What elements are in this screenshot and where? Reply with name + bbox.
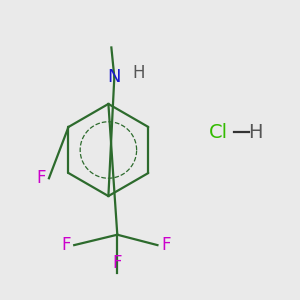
Text: F: F bbox=[36, 169, 45, 187]
Text: F: F bbox=[161, 236, 170, 254]
Text: H: H bbox=[248, 123, 263, 142]
Text: H: H bbox=[132, 64, 145, 82]
Text: F: F bbox=[61, 236, 70, 254]
Text: N: N bbox=[108, 68, 121, 86]
Text: F: F bbox=[112, 254, 122, 272]
Text: Cl: Cl bbox=[209, 123, 228, 142]
